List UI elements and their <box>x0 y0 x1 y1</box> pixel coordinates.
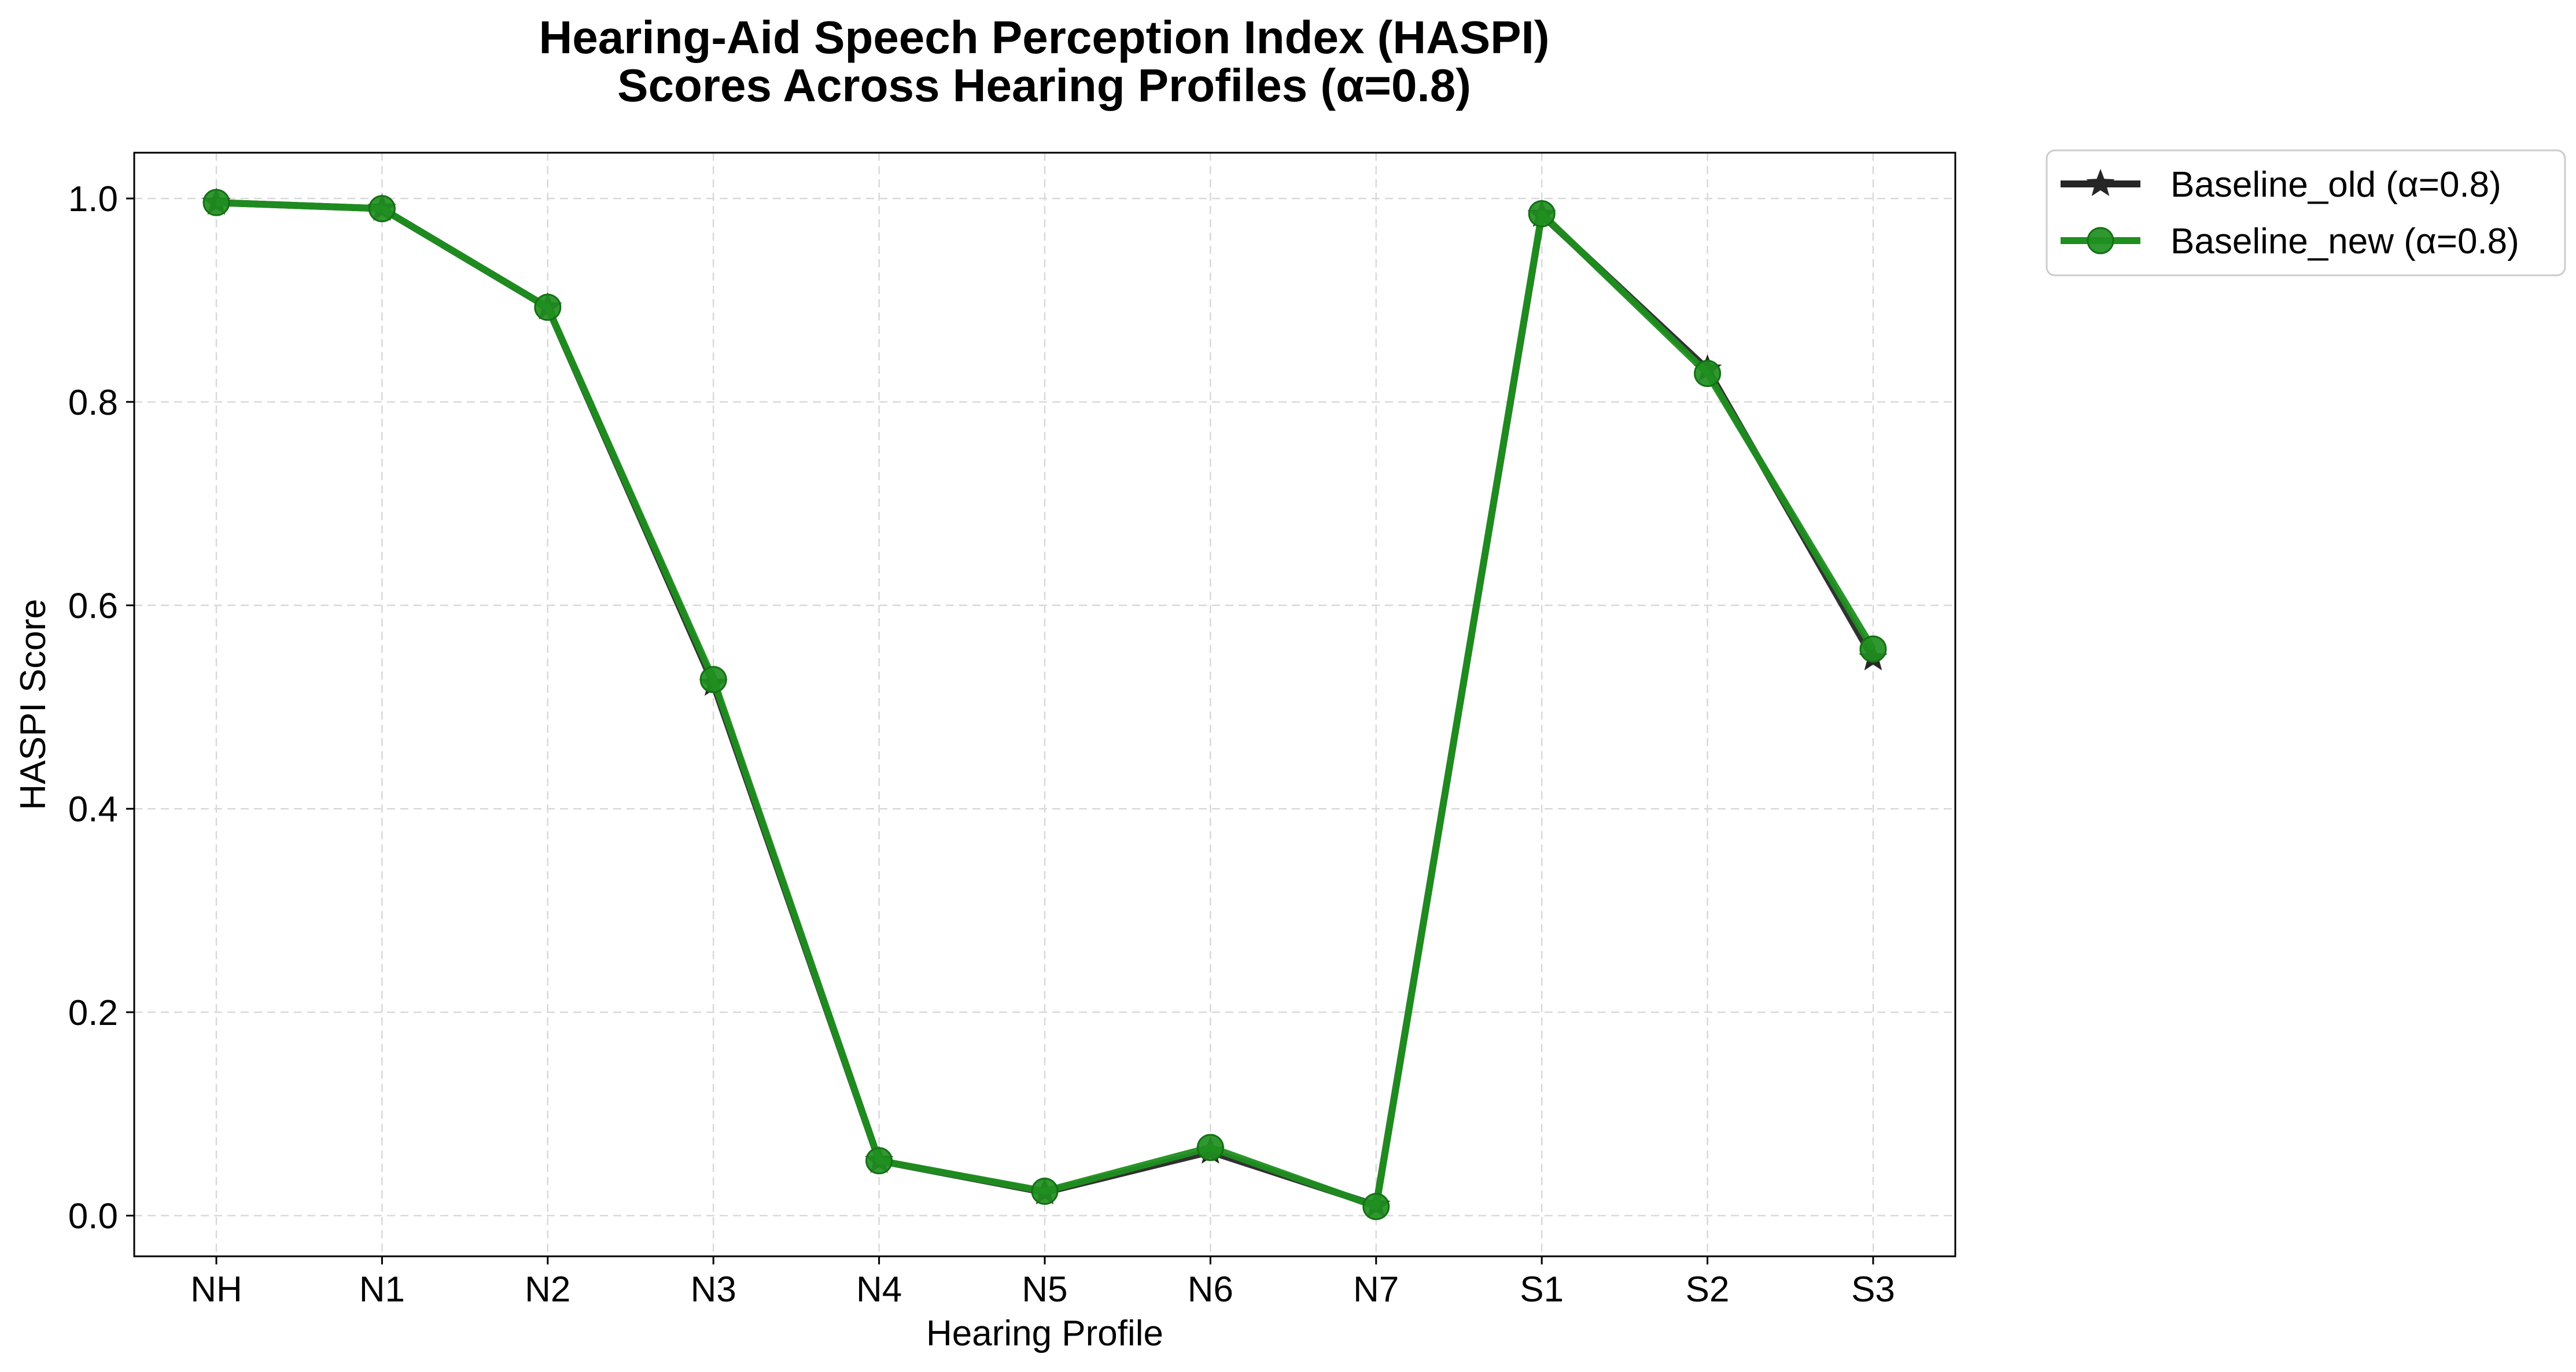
data-point-circle <box>1528 200 1556 228</box>
x-tick-label: N7 <box>1353 1270 1399 1310</box>
y-tick-label: 1.0 <box>68 179 118 219</box>
x-tick-label: N6 <box>1188 1270 1233 1310</box>
legend-marker-circle <box>2087 227 2114 255</box>
data-point-circle <box>1859 635 1887 663</box>
y-tick-label: 0.8 <box>68 383 118 423</box>
series-2 <box>202 189 1887 1220</box>
x-tick-label: N4 <box>856 1270 902 1310</box>
x-tick-label: N3 <box>691 1270 736 1310</box>
data-point-circle <box>202 189 230 216</box>
legend-label: Baseline_old (α=0.8) <box>2170 165 2501 205</box>
data-point-circle <box>368 195 396 223</box>
y-tick-label: 0.0 <box>68 1197 118 1237</box>
x-tick-label: N5 <box>1022 1270 1067 1310</box>
chart-legend: Baseline_old (α=0.8) Baseline_new (α=0.8) <box>2046 149 2566 276</box>
x-tick-label: N2 <box>525 1270 570 1310</box>
legend-label: Baseline_new (α=0.8) <box>2170 222 2519 261</box>
x-axis-label: Hearing Profile <box>926 1314 1163 1353</box>
y-tick-label: 0.6 <box>68 587 118 626</box>
y-axis-label: HASPI Score <box>13 599 53 810</box>
legend-marker-star <box>2086 169 2115 196</box>
x-tick-label: S2 <box>1686 1270 1730 1310</box>
y-tick-label: 0.2 <box>68 993 118 1033</box>
data-point-circle <box>1031 1177 1059 1205</box>
data-point-circle <box>1694 360 1722 388</box>
legend-item: Baseline_new (α=0.8) <box>2061 222 2519 261</box>
series-lines <box>202 187 1888 1220</box>
x-tick-label: NH <box>190 1270 242 1310</box>
data-point-circle <box>865 1147 893 1175</box>
x-tick-label: N1 <box>359 1270 405 1310</box>
data-point-circle <box>699 666 727 694</box>
chart-title-line-2: Scores Across Hearing Profiles (α=0.8) <box>617 60 1471 111</box>
data-point-circle <box>534 293 562 321</box>
chart-title-line-1: Hearing-Aid Speech Perception Index (HAS… <box>539 12 1550 63</box>
grid-lines <box>134 153 1955 1256</box>
axis-ticks: NH N1 N2 N3 N4 N5 N6 N7 S1 S2 S3 0.0 0.2 0.4 0.6 0.8 1.0 <box>68 179 1895 1310</box>
data-point-circle <box>1196 1134 1224 1161</box>
data-point-circle <box>1362 1193 1390 1220</box>
legend-box <box>2046 149 2566 276</box>
y-tick-label: 0.4 <box>68 790 118 829</box>
x-tick-label: S3 <box>1851 1270 1895 1310</box>
legend-item: Baseline_old (α=0.8) <box>2061 165 2501 205</box>
x-tick-label: S1 <box>1520 1270 1564 1310</box>
chart-title: Hearing-Aid Speech Perception Index (HAS… <box>539 12 1550 111</box>
